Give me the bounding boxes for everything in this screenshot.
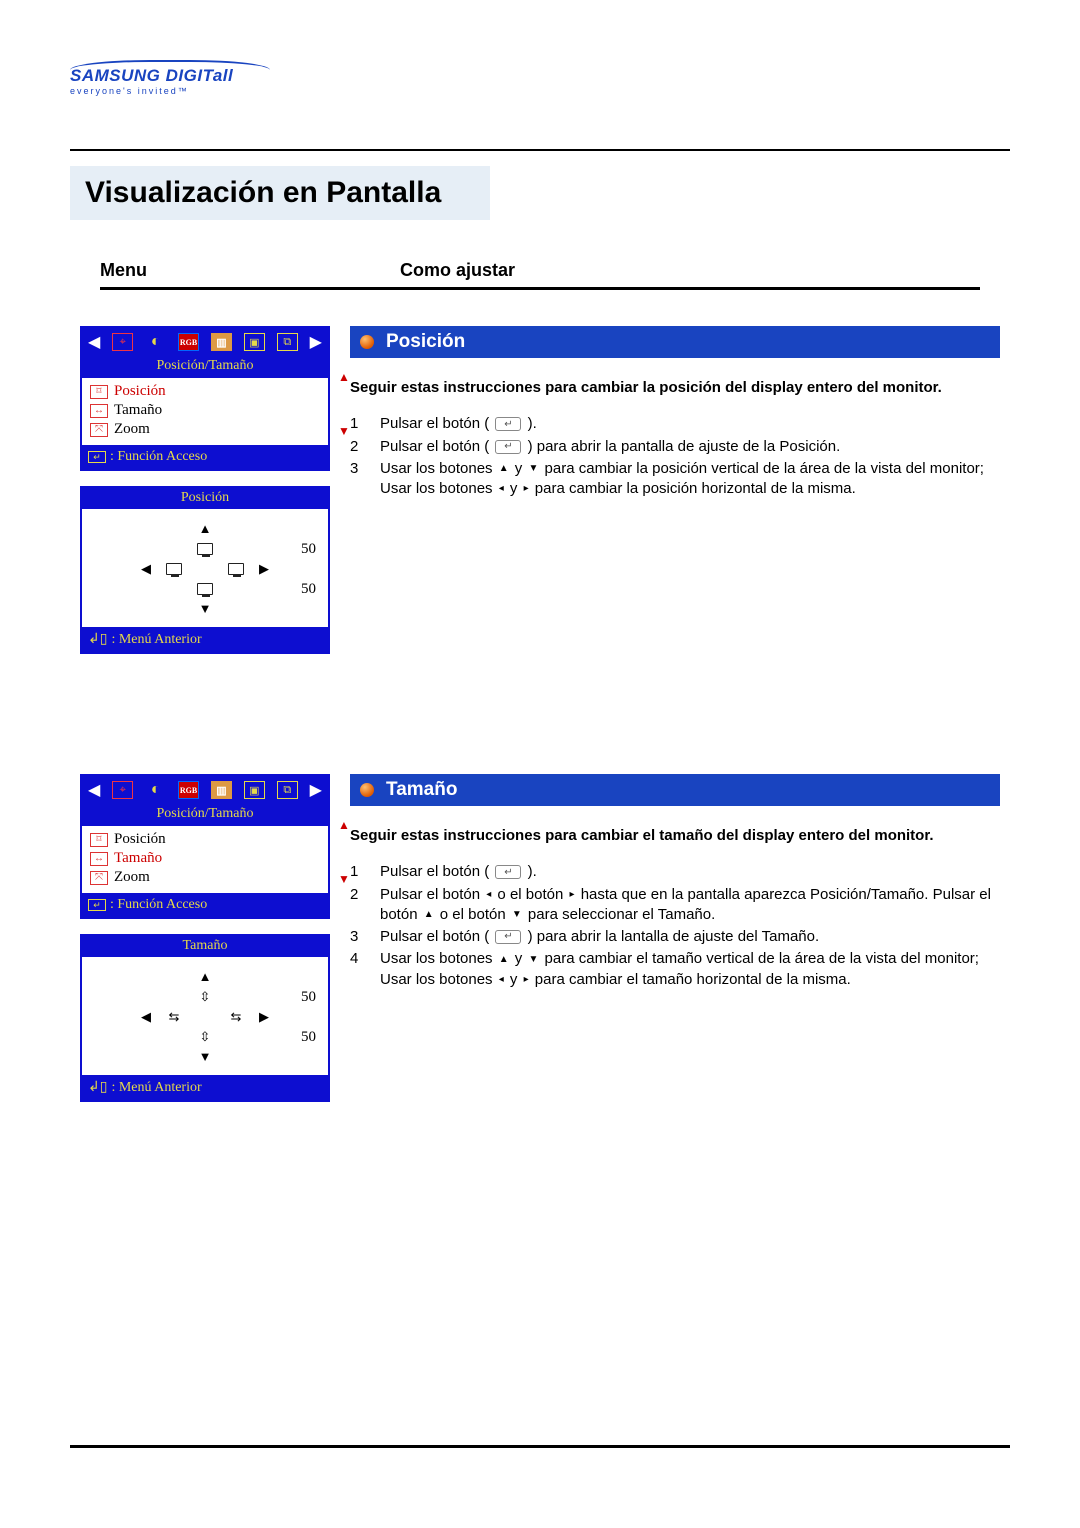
back-icon: ↲▯ <box>88 631 107 648</box>
osd-adjust-position: Posición ▲ 50 ◀ ▶ 50 ▼ ↲▯ : Menú Anterio… <box>80 486 330 654</box>
hsize-right-icon: ⇆ <box>227 1009 245 1025</box>
size-icon: ↔ <box>90 852 108 866</box>
enter-button-icon: ↵ <box>495 930 521 944</box>
osd-footer: ↵ : Función Acceso <box>82 445 328 469</box>
osd-tab-bright-icon: ◐ <box>145 781 166 799</box>
osd-tab-misc2-icon: ⧉ <box>277 781 298 799</box>
step-text: Pulsar el botón ( ↵ ). <box>380 414 537 434</box>
enter-icon: ↵ <box>88 899 106 911</box>
step-text: Pulsar el botón ( ↵ ) para abrir la pant… <box>380 437 840 457</box>
osd-adjust-size: Tamaño ▲ ⇳50 ◀ ⇆ ⇆ ▶ ⇳50 ▼ ↲▯ : Menú Ant… <box>80 934 330 1102</box>
osd-category: Posición/Tamaño <box>82 804 328 826</box>
adjust-footer: ↲▯ : Menú Anterior <box>82 1075 328 1100</box>
back-icon: ↲▯ <box>88 1079 107 1096</box>
osd-item-posicion: ⌑ Posición <box>90 830 320 849</box>
monitor-right-icon <box>227 561 245 577</box>
vsize-icon: ⇳ <box>196 989 214 1005</box>
hsize-left-icon: ⇆ <box>165 1009 183 1025</box>
page-title-band: Visualización en Pantalla <box>70 166 490 220</box>
position-icon: ⌑ <box>90 833 108 847</box>
vsize-bottom-icon: ⇳ <box>196 1029 214 1045</box>
arrow-right-icon: ▶ <box>255 561 273 577</box>
osd-nav-right-icon: ▶ <box>310 332 322 352</box>
monitor-bottom-icon <box>196 581 214 597</box>
osd-main-panel-2: ◀ ⌖ ◐ RGB ▥ ▣ ⧉ ▶ Posición/Tamaño ⌑ Posi… <box>80 774 330 919</box>
section-heading-tamano: Tamaño <box>350 774 1000 806</box>
arrow-left-icon: ◀ <box>137 1009 155 1025</box>
osd-item-tamano: ↔ Tamaño <box>90 401 320 420</box>
step-text: Usar los botones ▲ y ▼ para cambiar el t… <box>380 949 1000 990</box>
osd-tab-bright-icon: ◐ <box>145 333 166 351</box>
step-text: Usar los botones ▲ y ▼ para cambiar la p… <box>380 459 1000 500</box>
osd-tab-misc2-icon: ⧉ <box>277 333 298 351</box>
steps-list-1: 1Pulsar el botón ( ↵ ). 2Pulsar el botón… <box>350 414 1000 499</box>
header-rule <box>100 287 980 290</box>
bottom-rule <box>70 1445 1010 1448</box>
col-howto: Como ajustar <box>400 260 980 281</box>
arrow-right-icon: ▶ <box>255 1009 273 1025</box>
adjust-footer: ↲▯ : Menú Anterior <box>82 627 328 652</box>
zoom-icon: ⤧ <box>90 871 108 885</box>
brand-logo: SAMSUNG DIGITall everyone's invited™ <box>70 60 270 96</box>
step-text: Pulsar el botón ( ↵ ). <box>380 862 537 882</box>
section-heading-posicion: Posición <box>350 326 1000 358</box>
step-text: Pulsar el botón ( ↵ ) para abrir la lant… <box>380 927 819 947</box>
osd-category: Posición/Tamaño <box>82 356 328 378</box>
section-intro: Seguir estas instrucciones para cambiar … <box>350 826 1000 846</box>
adjust-title: Posición <box>82 488 328 509</box>
column-headers: Menu Como ajustar <box>70 260 1010 281</box>
osd-tab-misc1-icon: ▣ <box>244 781 265 799</box>
scroll-marks: ▲▼ <box>338 818 350 886</box>
bullet-icon <box>360 335 374 349</box>
osd-footer: ↵ : Función Acceso <box>82 893 328 917</box>
monitor-top-icon <box>196 541 214 557</box>
col-menu: Menu <box>100 260 400 281</box>
steps-list-2: 1Pulsar el botón ( ↵ ). 2Pulsar el botón… <box>350 862 1000 990</box>
scroll-marks: ▲▼ <box>338 370 350 438</box>
osd-nav-left-icon: ◀ <box>88 332 100 352</box>
arrow-up-icon: ▲ <box>196 969 214 985</box>
zoom-icon: ⤧ <box>90 423 108 437</box>
bullet-icon <box>360 783 374 797</box>
osd-nav-right-icon: ▶ <box>310 780 322 800</box>
enter-button-icon: ↵ <box>495 865 521 879</box>
size-icon: ↔ <box>90 404 108 418</box>
section-intro: Seguir estas instrucciones para cambiar … <box>350 378 1000 398</box>
osd-nav-left-icon: ◀ <box>88 780 100 800</box>
osd-tab-position-icon: ⌖ <box>112 781 133 799</box>
position-icon: ⌑ <box>90 385 108 399</box>
enter-icon: ↵ <box>88 451 106 463</box>
brand-line1c: all <box>213 66 233 85</box>
osd-tab-rgb-icon: RGB <box>178 781 199 799</box>
adjust-title: Tamaño <box>82 936 328 957</box>
osd-item-posicion: ⌑ Posición <box>90 382 320 401</box>
brand-tagline: everyone's invited™ <box>70 86 270 96</box>
brand-line1a: SAMSUNG <box>70 66 160 85</box>
osd-tab-rgb-icon: RGB <box>178 333 199 351</box>
step-text: Pulsar el botón ◂ o el botón ▸ hasta que… <box>380 885 1000 926</box>
osd-tab-screens-icon: ▥ <box>211 333 232 351</box>
page-title: Visualización en Pantalla <box>85 176 465 210</box>
osd-tab-position-icon: ⌖ <box>112 333 133 351</box>
osd-item-tamano: ↔ Tamaño <box>90 849 320 868</box>
osd-tab-screens-icon: ▥ <box>211 781 232 799</box>
brand-line1b: DIGIT <box>166 66 213 85</box>
enter-button-icon: ↵ <box>495 440 521 454</box>
arrow-up-icon: ▲ <box>196 521 214 537</box>
arrow-down-icon: ▼ <box>196 601 214 617</box>
top-rule <box>70 149 1010 151</box>
osd-tab-misc1-icon: ▣ <box>244 333 265 351</box>
osd-item-zoom: ⤧ Zoom <box>90 868 320 887</box>
monitor-left-icon <box>165 561 183 577</box>
osd-item-zoom: ⤧ Zoom <box>90 420 320 439</box>
arrow-down-icon: ▼ <box>196 1049 214 1065</box>
osd-main-panel-1: ◀ ⌖ ◐ RGB ▥ ▣ ⧉ ▶ Posición/Tamaño ⌑ Posi… <box>80 326 330 471</box>
arrow-left-icon: ◀ <box>137 561 155 577</box>
enter-button-icon: ↵ <box>495 417 521 431</box>
